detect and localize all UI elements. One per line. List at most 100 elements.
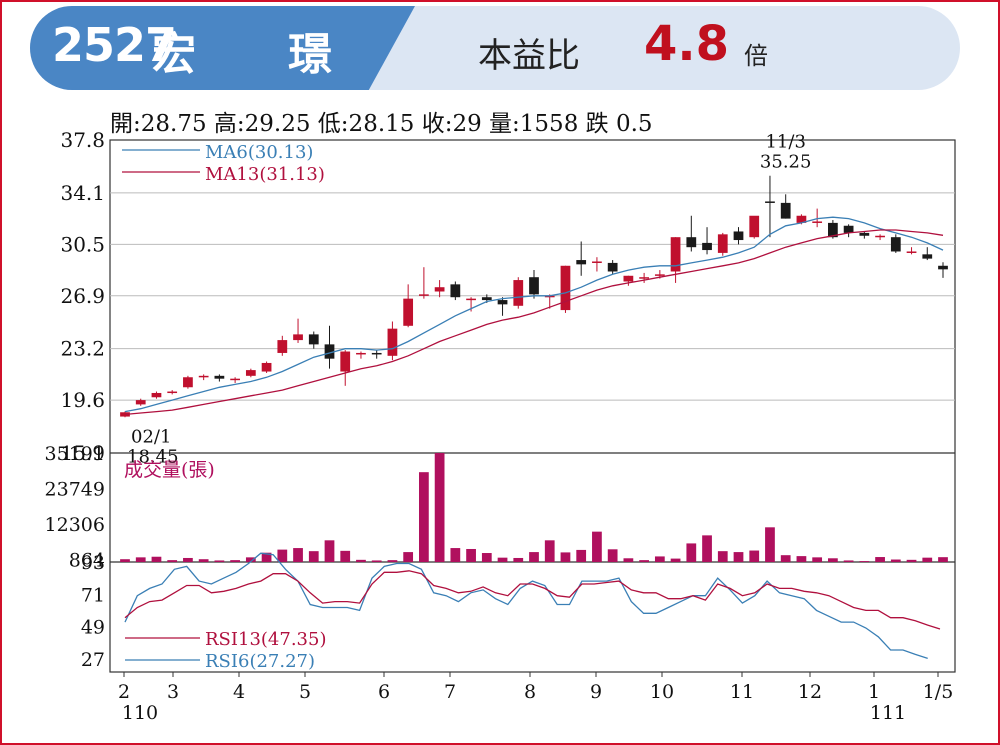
candle-body xyxy=(796,215,807,223)
volume-bar xyxy=(623,558,634,562)
high-annotation-date: 11/3 xyxy=(765,131,805,152)
ma6-legend-label: MA6(30.13) xyxy=(205,142,313,163)
volume-bar xyxy=(230,560,240,562)
candle-body xyxy=(261,362,272,372)
volume-bar xyxy=(261,552,272,562)
volume-bar xyxy=(765,527,775,562)
candle-body xyxy=(576,260,587,265)
candle-body xyxy=(419,294,429,296)
volume-bar xyxy=(450,548,461,562)
candle-body xyxy=(340,351,351,372)
price-tick-label: 30.5 xyxy=(60,232,105,256)
candle-body xyxy=(560,265,571,311)
candle-body xyxy=(230,378,240,381)
volume-bar xyxy=(576,549,587,562)
volume-bar xyxy=(529,552,539,562)
candle-body xyxy=(245,370,256,376)
candle-body xyxy=(544,295,555,298)
volume-bar xyxy=(356,559,366,562)
volume-bar xyxy=(686,543,697,562)
candle-body xyxy=(214,375,225,379)
candle-body xyxy=(859,232,870,236)
candle-body xyxy=(922,254,933,259)
candle-body xyxy=(749,215,760,238)
volume-bar xyxy=(828,558,838,562)
volume-bar xyxy=(497,557,508,562)
volume-bar xyxy=(812,557,823,562)
candle-body xyxy=(828,222,838,238)
x-tick-label: 7 xyxy=(444,681,456,703)
candle-body xyxy=(308,334,319,345)
stock-code: 2527 xyxy=(52,18,177,72)
volume-bar xyxy=(245,557,256,562)
x-tick-label: 9 xyxy=(590,681,602,703)
candle-body xyxy=(293,334,303,341)
volume-bar xyxy=(277,549,288,562)
price-tick-label: 26.9 xyxy=(60,284,105,308)
rsi-tick-label: 93 xyxy=(81,552,105,574)
rsi-tick-label: 71 xyxy=(81,584,105,606)
volume-bar xyxy=(120,559,130,562)
high-annotation-value: 35.25 xyxy=(760,151,812,172)
volume-bar xyxy=(639,560,649,562)
rsi13-legend-label: RSI13(47.35) xyxy=(205,629,326,650)
candle-body xyxy=(466,298,476,301)
year-label: 110 xyxy=(122,702,158,724)
x-tick-label: 6 xyxy=(378,681,390,703)
rsi-tick-label: 49 xyxy=(81,617,105,639)
candle-body xyxy=(135,400,146,405)
candle-body xyxy=(875,235,885,238)
candle-body xyxy=(324,344,335,359)
volume-bar xyxy=(670,558,681,562)
volume-bar xyxy=(560,552,571,562)
volume-bar xyxy=(859,561,870,562)
candle-body xyxy=(733,231,744,241)
candle-body xyxy=(843,225,854,233)
volume-bar xyxy=(183,557,193,562)
volume-bar xyxy=(733,552,744,562)
year-label: 111 xyxy=(870,702,906,724)
volume-bar xyxy=(466,548,476,562)
volume-bar xyxy=(198,559,209,562)
volume-bar xyxy=(544,540,555,562)
volume-bar xyxy=(293,548,303,562)
candle-body xyxy=(434,287,445,292)
volume-bar xyxy=(340,550,351,562)
volume-bar xyxy=(796,556,807,562)
candle-body xyxy=(780,202,791,219)
chart-frame xyxy=(109,139,956,673)
volume-bar xyxy=(214,560,225,562)
candle-body xyxy=(183,377,193,388)
price-tick-label: 37.8 xyxy=(60,128,105,152)
header-accent xyxy=(30,6,415,90)
candle-body xyxy=(654,274,665,276)
volume-bar xyxy=(434,453,445,562)
candle-body xyxy=(513,280,524,306)
candle-body xyxy=(890,237,901,252)
candle-body xyxy=(906,251,917,253)
rsi6-line xyxy=(124,552,928,660)
x-tick-label: 2 xyxy=(118,681,130,703)
volume-bar xyxy=(167,560,178,562)
price-tick-label: 23.2 xyxy=(60,337,105,361)
stock-name-char-2: 璟 xyxy=(288,29,332,80)
candle-body xyxy=(639,277,649,279)
candle-body xyxy=(198,375,209,378)
candle-body xyxy=(497,300,508,305)
candle-body xyxy=(403,298,414,326)
candle-body xyxy=(592,261,602,263)
volume-tick-label: 23749 xyxy=(45,478,105,500)
x-tick-label: 11 xyxy=(730,681,754,703)
price-tick-label: 34.1 xyxy=(60,181,105,205)
x-tick-label: 12 xyxy=(798,681,822,703)
candle-body xyxy=(151,392,162,398)
ma13-line xyxy=(124,229,944,416)
volume-bar xyxy=(875,557,885,562)
rsi6-legend-label: RSI6(27.27) xyxy=(205,651,315,672)
candle-body xyxy=(120,412,130,417)
x-tick-label: 8 xyxy=(524,681,536,703)
candle-body xyxy=(623,275,634,282)
candle-body xyxy=(450,284,461,298)
